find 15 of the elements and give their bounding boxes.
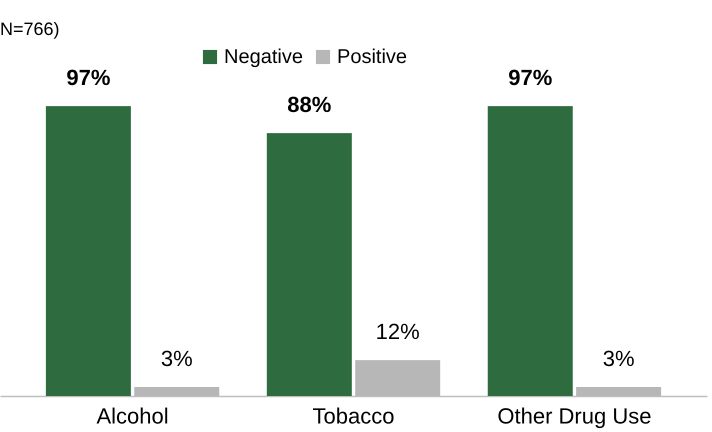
bar xyxy=(266,133,352,396)
bar xyxy=(46,106,131,396)
data-label: 88% xyxy=(287,92,332,118)
text: N=766) xyxy=(0,19,60,40)
data-label: 3% xyxy=(602,346,635,372)
x-tick-label: Tobacco xyxy=(312,404,394,428)
legend-label: Positive xyxy=(337,46,408,68)
data-label: 12% xyxy=(376,319,420,344)
data-label: 97% xyxy=(66,65,110,90)
data-label: 97% xyxy=(508,65,552,90)
legend-label: Negative xyxy=(224,46,303,68)
x-tick-label: Alcohol xyxy=(96,404,169,428)
bar xyxy=(488,106,573,396)
data-label: 3% xyxy=(160,346,193,372)
x-tick-label: Other Drug Use xyxy=(497,404,652,428)
